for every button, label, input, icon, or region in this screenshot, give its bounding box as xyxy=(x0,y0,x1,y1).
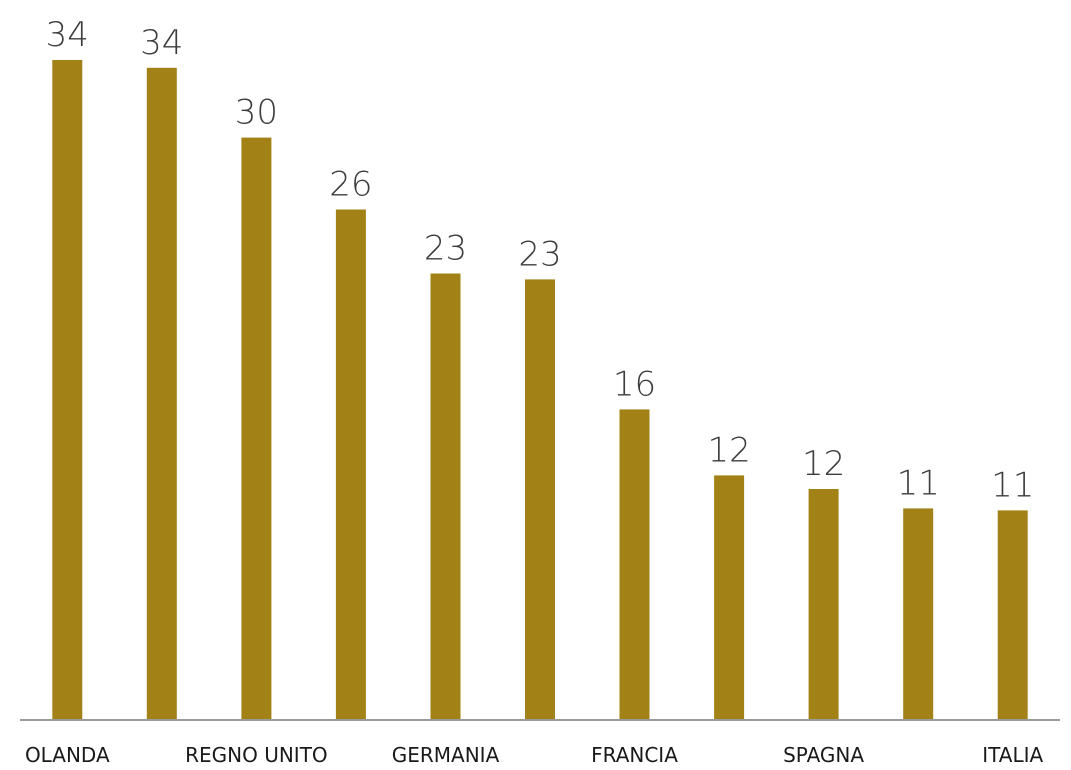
data-label-4: 26 xyxy=(329,165,372,205)
bar-4 xyxy=(335,209,366,720)
data-label-11: 11 xyxy=(991,465,1034,505)
bar-7 xyxy=(619,409,650,720)
bar-2 xyxy=(146,67,177,721)
bar-11 xyxy=(997,510,1028,720)
data-labels-group: 34 34 30 26 23 23 16 12 12 11 11 xyxy=(46,15,1035,505)
bars-group xyxy=(52,60,1028,721)
data-label-9: 12 xyxy=(802,444,845,484)
x-tick-label-9: SPAGNA xyxy=(783,743,864,767)
bar-10 xyxy=(903,508,934,720)
data-label-2: 34 xyxy=(140,23,183,63)
data-label-5: 23 xyxy=(424,229,467,269)
data-label-7: 16 xyxy=(613,364,656,404)
bar-9 xyxy=(808,489,839,720)
x-tick-label-3: REGNO UNITO xyxy=(185,743,328,767)
data-label-10: 11 xyxy=(897,463,940,503)
bar-1 xyxy=(52,60,83,720)
data-label-8: 12 xyxy=(707,430,750,470)
data-label-3: 30 xyxy=(235,93,278,133)
x-tick-labels-group: OLANDA REGNO UNITO GERMANIA FRANCIA SPAGNA IT… xyxy=(25,743,1044,767)
x-tick-label-5: GERMANIA xyxy=(392,743,500,767)
data-label-6: 23 xyxy=(518,234,561,274)
bar-3 xyxy=(241,137,272,721)
x-tick-label-1: OLANDA xyxy=(25,743,110,767)
x-tick-label-7: FRANCIA xyxy=(591,743,678,767)
bar-6 xyxy=(525,279,555,720)
data-label-1: 34 xyxy=(46,15,89,55)
bar-8 xyxy=(714,475,745,720)
x-tick-label-11: ITALIA xyxy=(982,743,1043,767)
bar-5 xyxy=(430,273,461,720)
